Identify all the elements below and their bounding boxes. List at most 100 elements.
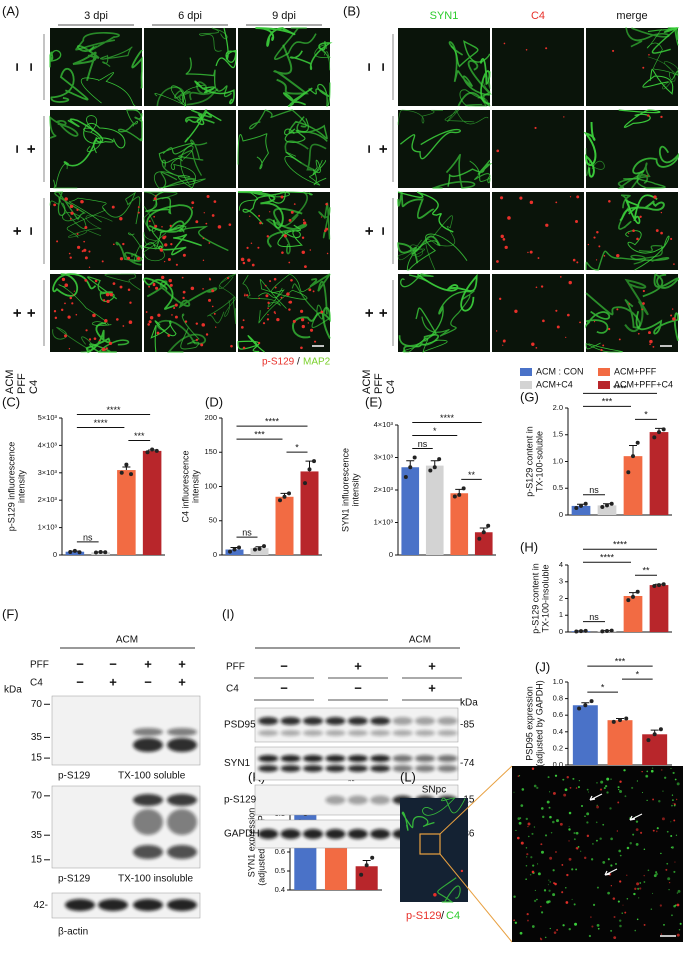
blot-band: [415, 730, 435, 736]
neurite: [170, 156, 196, 189]
puncta: [540, 905, 542, 908]
puncta: [660, 211, 663, 214]
puncta: [136, 256, 141, 261]
puncta: [274, 286, 277, 289]
lane-sign: +: [144, 656, 152, 671]
data-point: [432, 465, 437, 470]
data-point: [452, 494, 457, 499]
factor-label: ACM: [361, 370, 373, 394]
row-sign: +: [23, 144, 40, 153]
row-sign: −: [23, 226, 40, 235]
puncta: [195, 338, 199, 341]
group-label: ACM: [409, 635, 431, 646]
puncta: [584, 815, 586, 817]
blot-band: [370, 730, 391, 736]
puncta: [618, 338, 621, 341]
lane-sign: +: [354, 658, 362, 673]
column-header: 3 dpi: [84, 10, 108, 22]
puncta: [203, 212, 205, 214]
puncta: [167, 258, 171, 261]
lane-sign: −: [280, 658, 288, 673]
puncta: [616, 308, 619, 311]
puncta: [500, 234, 504, 239]
neurite: [585, 250, 670, 271]
data-point: [486, 523, 491, 528]
puncta: [307, 322, 310, 324]
data-point: [657, 583, 661, 588]
blot-band: [325, 765, 346, 772]
y-axis-label: intensity: [350, 473, 360, 507]
lane-sign: −: [280, 680, 288, 695]
significance-label: ****: [94, 418, 109, 428]
micrograph: [398, 192, 490, 270]
puncta: [652, 892, 654, 894]
significance-label: **: [348, 777, 356, 787]
puncta: [460, 869, 464, 873]
puncta: [286, 292, 290, 296]
data-point: [257, 546, 262, 551]
puncta: [610, 929, 613, 932]
data-point: [237, 545, 241, 550]
lane-sign: +: [428, 680, 436, 695]
data-point: [611, 719, 616, 724]
blot-band: [437, 730, 458, 736]
puncta: [242, 346, 246, 350]
puncta: [496, 149, 500, 153]
puncta: [635, 842, 639, 846]
puncta: [563, 793, 567, 797]
puncta: [671, 804, 673, 807]
micrograph: [144, 110, 236, 188]
puncta: [554, 774, 558, 777]
puncta: [105, 347, 108, 350]
neurite: [619, 200, 665, 222]
panel-label: (L): [400, 769, 416, 784]
blot-band: [415, 755, 435, 762]
blot-band: [347, 717, 368, 725]
puncta: [648, 54, 650, 56]
puncta: [280, 296, 283, 299]
puncta: [246, 294, 249, 297]
puncta: [288, 308, 291, 311]
puncta: [549, 927, 551, 930]
data-point: [119, 470, 124, 475]
lane-sign: −: [76, 674, 84, 689]
row-sign: +: [9, 226, 26, 235]
puncta: [529, 873, 532, 876]
puncta: [226, 277, 230, 280]
micrograph: [492, 192, 584, 270]
puncta: [626, 898, 629, 900]
panel-label: (J): [535, 659, 550, 674]
puncta: [548, 879, 550, 881]
puncta: [549, 791, 551, 793]
puncta: [137, 211, 140, 214]
neurite: [186, 81, 219, 106]
puncta: [596, 782, 598, 784]
puncta: [568, 840, 570, 842]
puncta: [612, 897, 616, 900]
marker-label: 15: [31, 753, 43, 764]
puncta: [671, 846, 674, 849]
data-point: [577, 706, 582, 711]
puncta: [108, 341, 113, 345]
neurite: [397, 235, 441, 264]
puncta: [535, 346, 538, 349]
neurite: [83, 122, 126, 154]
puncta: [105, 292, 110, 297]
blot-band: [370, 795, 391, 805]
neurite: [143, 277, 176, 310]
puncta: [540, 938, 543, 941]
puncta: [596, 805, 600, 809]
puncta: [127, 288, 131, 291]
bar: [250, 548, 269, 555]
panel-label: (D): [205, 394, 223, 409]
neurite: [617, 162, 651, 189]
puncta: [75, 313, 78, 316]
puncta: [503, 339, 506, 342]
puncta: [292, 319, 296, 323]
puncta: [639, 882, 642, 884]
puncta: [580, 850, 582, 852]
row-sign: −: [9, 62, 26, 71]
blot-band: [370, 717, 391, 725]
column-header: C4: [531, 10, 545, 22]
puncta: [230, 344, 233, 348]
